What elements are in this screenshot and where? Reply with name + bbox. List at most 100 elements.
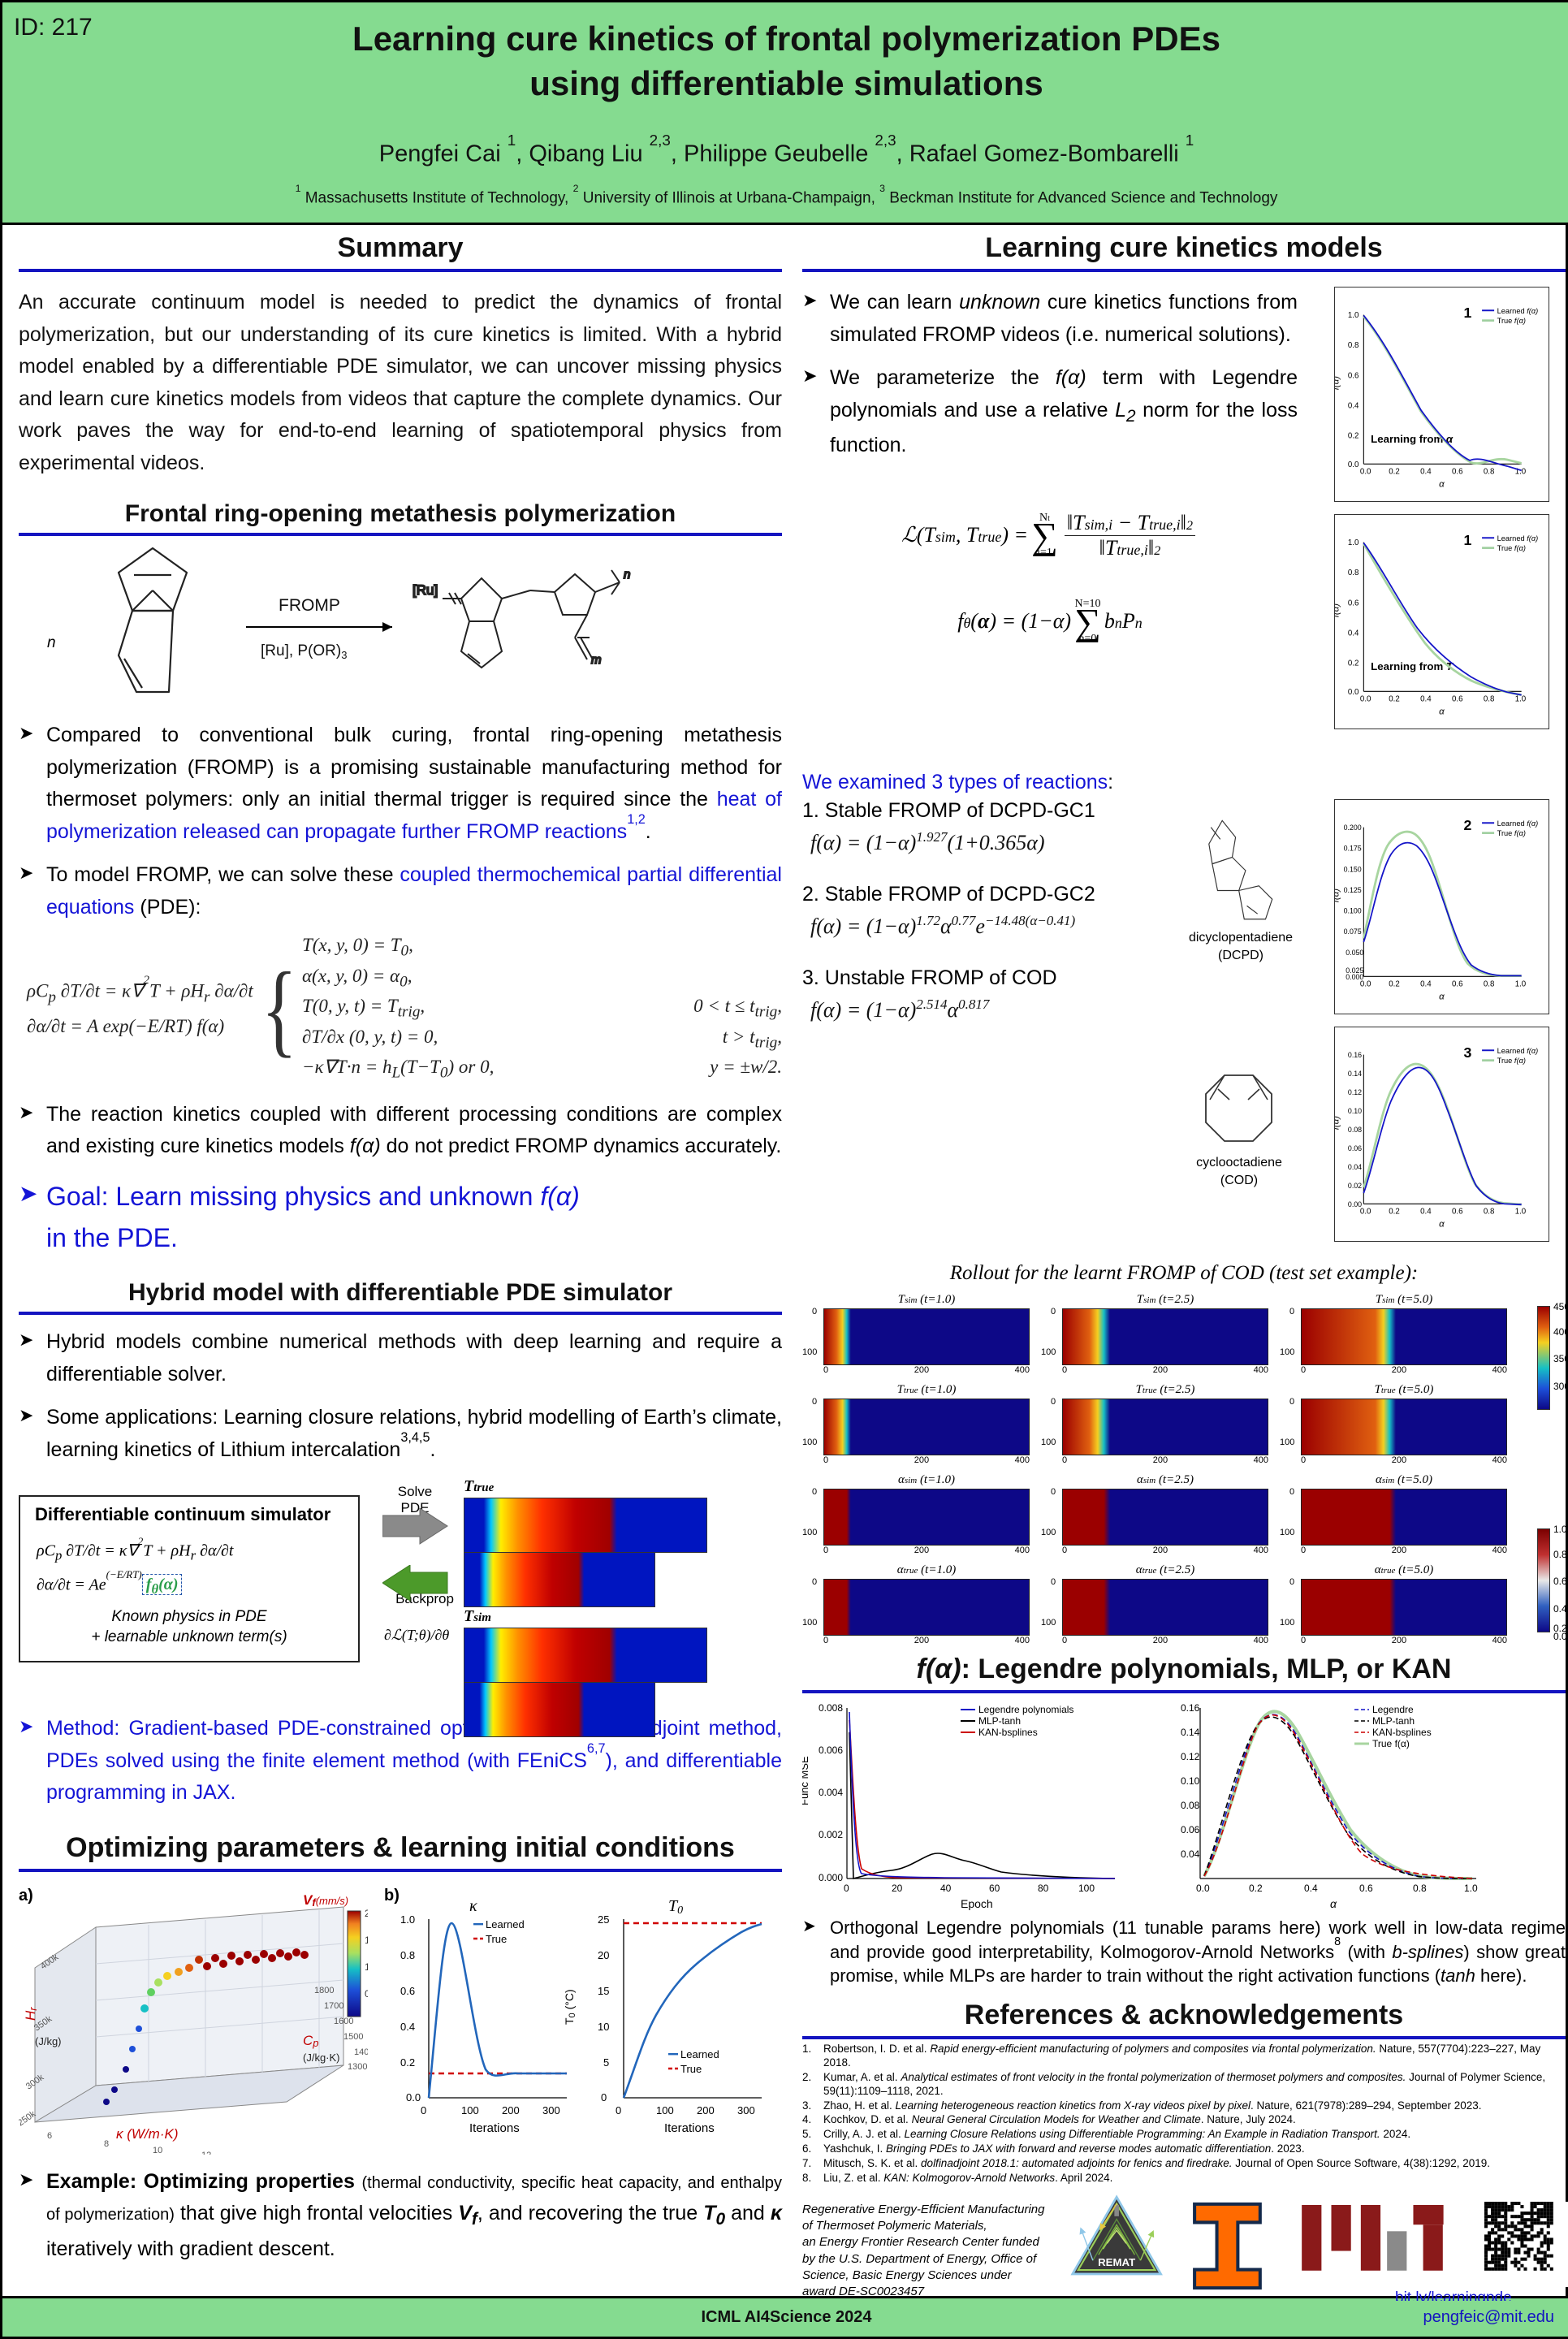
- svg-text:200: 200: [502, 2104, 520, 2116]
- svg-text:0.12: 0.12: [1348, 1088, 1362, 1096]
- svg-text:α: α: [1439, 707, 1445, 717]
- svg-text:1: 1: [1464, 305, 1472, 321]
- svg-text:0.02: 0.02: [1348, 1182, 1362, 1190]
- svg-text:0.150: 0.150: [1344, 865, 1362, 873]
- svg-text:0.14: 0.14: [1181, 1727, 1200, 1738]
- svg-text:α: α: [1439, 480, 1445, 490]
- svg-text:1.0: 1.0: [1515, 980, 1527, 989]
- svg-text:m: m: [591, 653, 602, 667]
- svg-text:κ: κ: [469, 1897, 477, 1915]
- svg-text:cyclooctadiene: cyclooctadiene: [1196, 1156, 1282, 1170]
- svg-text:0.2: 0.2: [1348, 432, 1359, 441]
- svg-text:0: 0: [601, 2091, 607, 2103]
- svg-text:0.6: 0.6: [1452, 468, 1463, 477]
- svg-text:f(α): f(α): [1335, 1116, 1341, 1131]
- svg-text:0.6: 0.6: [1452, 1208, 1463, 1217]
- svg-text:0.2: 0.2: [1389, 1208, 1400, 1217]
- svg-text:0.04: 0.04: [1348, 1163, 1362, 1171]
- svg-text:0.6: 0.6: [1348, 371, 1359, 380]
- svg-text:0: 0: [421, 2104, 426, 2116]
- svg-text:n: n: [624, 568, 630, 582]
- svg-text:100: 100: [1078, 1883, 1095, 1894]
- svg-text:0.8: 0.8: [1348, 569, 1359, 577]
- svg-text:300: 300: [542, 2104, 560, 2116]
- svg-text:0.0: 0.0: [1360, 468, 1371, 477]
- svg-text:60: 60: [989, 1883, 1000, 1894]
- svg-text:True f(α): True f(α): [1497, 317, 1526, 325]
- svg-text:0.8: 0.8: [1484, 980, 1495, 989]
- svg-text:0.08: 0.08: [1181, 1800, 1200, 1811]
- svg-text:0.06: 0.06: [1348, 1144, 1362, 1152]
- svg-text:1.0: 1.0: [1515, 695, 1527, 704]
- svg-text:0.8: 0.8: [1413, 1883, 1427, 1894]
- svg-text:Learning from α: Learning from α: [1371, 433, 1454, 445]
- svg-text:1800: 1800: [314, 1986, 334, 1995]
- svg-text:1.0: 1.0: [1348, 311, 1359, 320]
- svg-text:1.0: 1.0: [1348, 538, 1359, 547]
- svg-text:0.6: 0.6: [1359, 1883, 1373, 1894]
- svg-text:20: 20: [892, 1883, 903, 1894]
- svg-text:MLP-tanh: MLP-tanh: [1372, 1715, 1415, 1727]
- svg-text:0.0: 0.0: [1360, 1208, 1371, 1217]
- svg-text:1.0: 1.0: [1464, 1883, 1478, 1894]
- svg-text:Learned f(α): Learned f(α): [1497, 1047, 1539, 1055]
- svg-text:100: 100: [656, 2104, 674, 2116]
- svg-text:0.8: 0.8: [1484, 1208, 1495, 1217]
- svg-text:1.5: 1.5: [365, 1935, 368, 1946]
- svg-text:True f(α): True f(α): [1497, 1057, 1526, 1065]
- svg-text:KAN-bsplines: KAN-bsplines: [978, 1727, 1038, 1738]
- svg-text:0.0: 0.0: [1196, 1883, 1210, 1894]
- svg-text:REMAT: REMAT: [1098, 2256, 1135, 2268]
- svg-text:f(α): f(α): [1335, 376, 1341, 391]
- svg-text:0.000: 0.000: [819, 1872, 843, 1883]
- svg-text:Learned f(α): Learned f(α): [1497, 819, 1539, 828]
- svg-text:Epoch: Epoch: [961, 1897, 993, 1910]
- svg-text:Iterations: Iterations: [469, 2121, 520, 2135]
- svg-text:[Ru]: [Ru]: [413, 582, 438, 598]
- svg-text:1.0: 1.0: [1515, 1208, 1527, 1217]
- svg-text:(J/kg): (J/kg): [35, 2035, 62, 2047]
- svg-text:0.12: 0.12: [1181, 1751, 1200, 1762]
- svg-text:0.10: 0.10: [1348, 1107, 1362, 1115]
- svg-text:FROMP: FROMP: [279, 596, 340, 615]
- svg-text:Learned: Learned: [680, 2048, 719, 2060]
- svg-text:10: 10: [153, 2146, 162, 2155]
- svg-text:n: n: [47, 634, 56, 651]
- svg-text:0.14: 0.14: [1348, 1070, 1362, 1078]
- svg-text:1: 1: [1464, 532, 1472, 548]
- svg-text:0.175: 0.175: [1344, 845, 1362, 853]
- svg-text:Hr: Hr: [23, 2006, 39, 2020]
- svg-text:0.075: 0.075: [1344, 927, 1362, 936]
- svg-text:0.2: 0.2: [1249, 1883, 1263, 1894]
- svg-text:Iterations: Iterations: [664, 2121, 715, 2135]
- svg-text:T0 (°C): T0 (°C): [563, 1989, 577, 2025]
- svg-text:0: 0: [616, 2104, 621, 2116]
- svg-text:0.0: 0.0: [1348, 688, 1359, 697]
- svg-text:Learned f(α): Learned f(α): [1497, 534, 1539, 543]
- svg-text:[Ru], P(OR)3: [Ru], P(OR)3: [261, 642, 347, 661]
- svg-text:α: α: [1439, 992, 1445, 1002]
- svg-text:0.2: 0.2: [1348, 659, 1359, 668]
- svg-text:0: 0: [844, 1883, 849, 1894]
- svg-text:0.4: 0.4: [1420, 980, 1432, 989]
- svg-text:1300: 1300: [348, 2062, 367, 2072]
- svg-text:10: 10: [598, 2021, 609, 2033]
- svg-text:0.6: 0.6: [1452, 695, 1463, 704]
- svg-text:0.4: 0.4: [1348, 629, 1359, 638]
- svg-text:8: 8: [104, 2139, 109, 2149]
- svg-text:0.5: 0.5: [365, 1988, 368, 2000]
- svg-text:2: 2: [365, 1908, 368, 1919]
- svg-text:κ (W/m·K): κ (W/m·K): [116, 2126, 178, 2142]
- svg-text:True f(α): True f(α): [1372, 1738, 1410, 1749]
- svg-text:15: 15: [598, 1985, 609, 1997]
- svg-text:Vf(mm/s): Vf(mm/s): [303, 1895, 348, 1909]
- svg-text:KAN-bsplines: KAN-bsplines: [1372, 1727, 1432, 1738]
- svg-text:Legendre: Legendre: [1372, 1704, 1414, 1715]
- svg-text:1600: 1600: [334, 2017, 353, 2026]
- svg-text:True f(α): True f(α): [1497, 544, 1526, 552]
- svg-text:0.8: 0.8: [1484, 695, 1495, 704]
- svg-text:0.16: 0.16: [1348, 1051, 1362, 1059]
- svg-text:0.8: 0.8: [400, 1949, 415, 1961]
- svg-text:200: 200: [697, 2104, 715, 2116]
- svg-text:0.050: 0.050: [1346, 949, 1363, 957]
